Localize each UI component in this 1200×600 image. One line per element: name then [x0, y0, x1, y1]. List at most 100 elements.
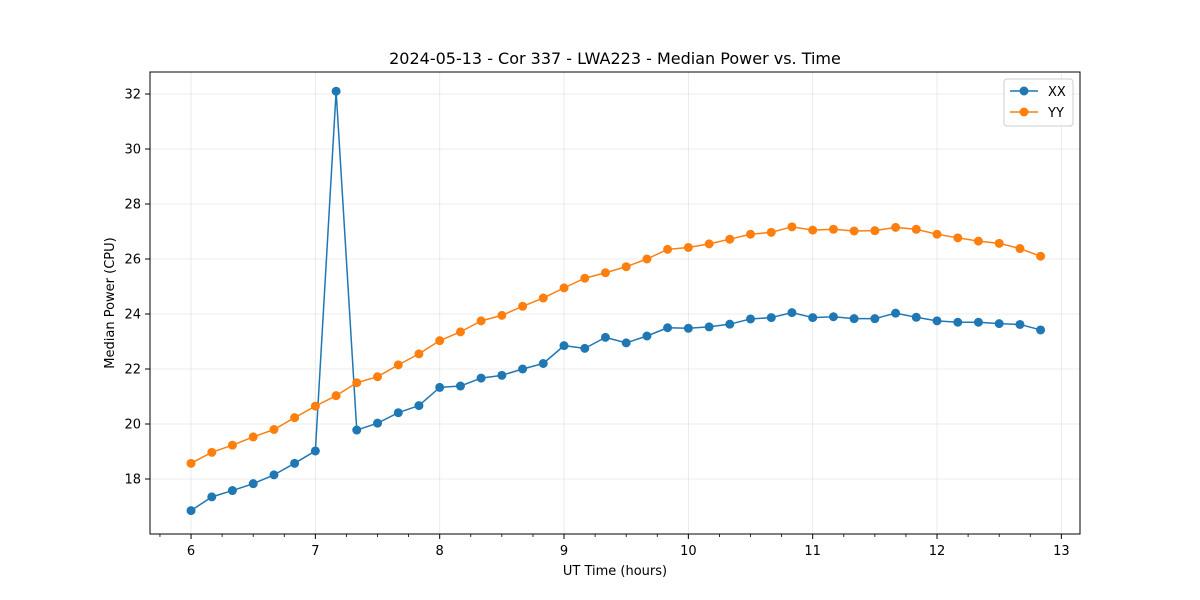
- data-point-xx: [580, 343, 590, 353]
- data-point-xx: [248, 479, 258, 489]
- data-point-yy: [663, 244, 673, 254]
- data-point-yy: [455, 327, 465, 337]
- data-point-xx: [186, 506, 196, 516]
- data-point-yy: [269, 425, 279, 434]
- data-point-yy: [683, 242, 693, 252]
- y-tick-label: 18: [124, 473, 141, 488]
- data-point-yy: [518, 301, 528, 311]
- data-point-yy: [352, 378, 362, 388]
- x-tick-label: 13: [1053, 544, 1070, 559]
- data-point-yy: [746, 229, 756, 239]
- data-point-xx: [497, 370, 507, 380]
- data-point-xx: [331, 86, 341, 96]
- x-tick-label: 6: [187, 544, 195, 559]
- data-point-yy: [227, 440, 237, 450]
- data-point-yy: [973, 236, 983, 246]
- legend-marker-xx: [1019, 86, 1029, 96]
- data-point-xx: [393, 408, 403, 418]
- data-point-xx: [269, 470, 279, 480]
- data-point-yy: [621, 262, 631, 272]
- data-point-yy: [891, 222, 901, 232]
- series-layer: [186, 86, 1046, 516]
- x-tick-label: 11: [804, 544, 821, 559]
- data-point-yy: [911, 224, 921, 234]
- data-point-xx: [290, 458, 300, 468]
- y-axis-label: Median Power (CPU): [103, 237, 118, 368]
- x-axis-label: UT Time (hours): [563, 564, 667, 579]
- data-point-yy: [414, 349, 424, 359]
- data-point-yy: [580, 273, 590, 283]
- data-point-xx: [414, 401, 424, 411]
- data-point-xx: [518, 364, 528, 374]
- data-point-xx: [683, 323, 693, 333]
- data-point-yy: [373, 372, 383, 382]
- legend-entry-xx: XX: [1010, 85, 1066, 100]
- data-point-xx: [870, 314, 880, 324]
- grid: [150, 72, 1080, 534]
- data-point-yy: [932, 229, 942, 239]
- x-tick-label: 10: [680, 544, 697, 559]
- data-point-yy: [290, 413, 300, 423]
- legend: XX YY: [1003, 78, 1074, 127]
- data-point-yy: [828, 224, 838, 234]
- data-point-yy: [849, 226, 859, 236]
- data-point-xx: [808, 313, 818, 323]
- y-tick-label: 22: [124, 363, 141, 378]
- y-tick-label: 32: [124, 88, 141, 103]
- data-point-yy: [808, 225, 818, 235]
- data-point-xx: [891, 308, 901, 318]
- data-point-xx: [746, 314, 756, 324]
- data-point-xx: [310, 446, 320, 456]
- legend-entry-yy: YY: [1010, 106, 1064, 121]
- data-point-yy: [766, 227, 776, 237]
- data-point-yy: [186, 458, 196, 468]
- data-point-xx: [455, 381, 465, 391]
- data-point-xx: [559, 341, 569, 351]
- data-point-yy: [994, 238, 1004, 248]
- data-point-xx: [932, 316, 942, 326]
- data-point-xx: [352, 425, 362, 435]
- legend-label-xx: XX: [1048, 85, 1066, 100]
- data-point-yy: [600, 268, 610, 278]
- data-point-yy: [476, 316, 486, 326]
- series-xx: [186, 86, 1046, 516]
- legend-marker-yy: [1019, 107, 1029, 117]
- y-tick-label: 26: [124, 253, 141, 268]
- data-point-xx: [787, 308, 797, 318]
- data-point-yy: [331, 391, 341, 401]
- x-tick-label: 9: [560, 544, 568, 559]
- x-tick-label: 12: [929, 544, 946, 559]
- data-point-xx: [1036, 325, 1046, 335]
- data-point-xx: [663, 323, 673, 333]
- data-point-yy: [207, 447, 217, 457]
- y-tick-label: 24: [124, 308, 141, 323]
- data-point-yy: [1015, 244, 1025, 254]
- y-tick-label: 30: [124, 143, 141, 158]
- data-point-yy: [435, 336, 445, 346]
- data-point-yy: [559, 283, 569, 293]
- data-point-xx: [1015, 319, 1025, 329]
- data-point-xx: [538, 359, 548, 368]
- data-point-yy: [393, 360, 403, 370]
- data-point-xx: [849, 314, 859, 324]
- data-point-yy: [953, 233, 963, 243]
- data-point-yy: [787, 222, 797, 232]
- data-point-xx: [973, 317, 983, 327]
- data-point-xx: [766, 313, 776, 323]
- x-tick-label: 8: [436, 544, 444, 559]
- data-point-xx: [994, 319, 1004, 329]
- data-point-xx: [476, 373, 486, 383]
- series-yy: [186, 222, 1046, 468]
- data-point-yy: [1036, 251, 1046, 261]
- data-point-xx: [600, 332, 610, 342]
- data-point-xx: [373, 418, 383, 428]
- y-tick-label: 28: [124, 198, 141, 213]
- data-point-xx: [911, 312, 921, 322]
- data-point-yy: [870, 226, 880, 236]
- chart-title: 2024-05-13 - Cor 337 - LWA223 - Median P…: [389, 49, 841, 68]
- data-point-yy: [310, 401, 320, 411]
- data-point-yy: [497, 310, 507, 320]
- data-point-xx: [725, 319, 735, 329]
